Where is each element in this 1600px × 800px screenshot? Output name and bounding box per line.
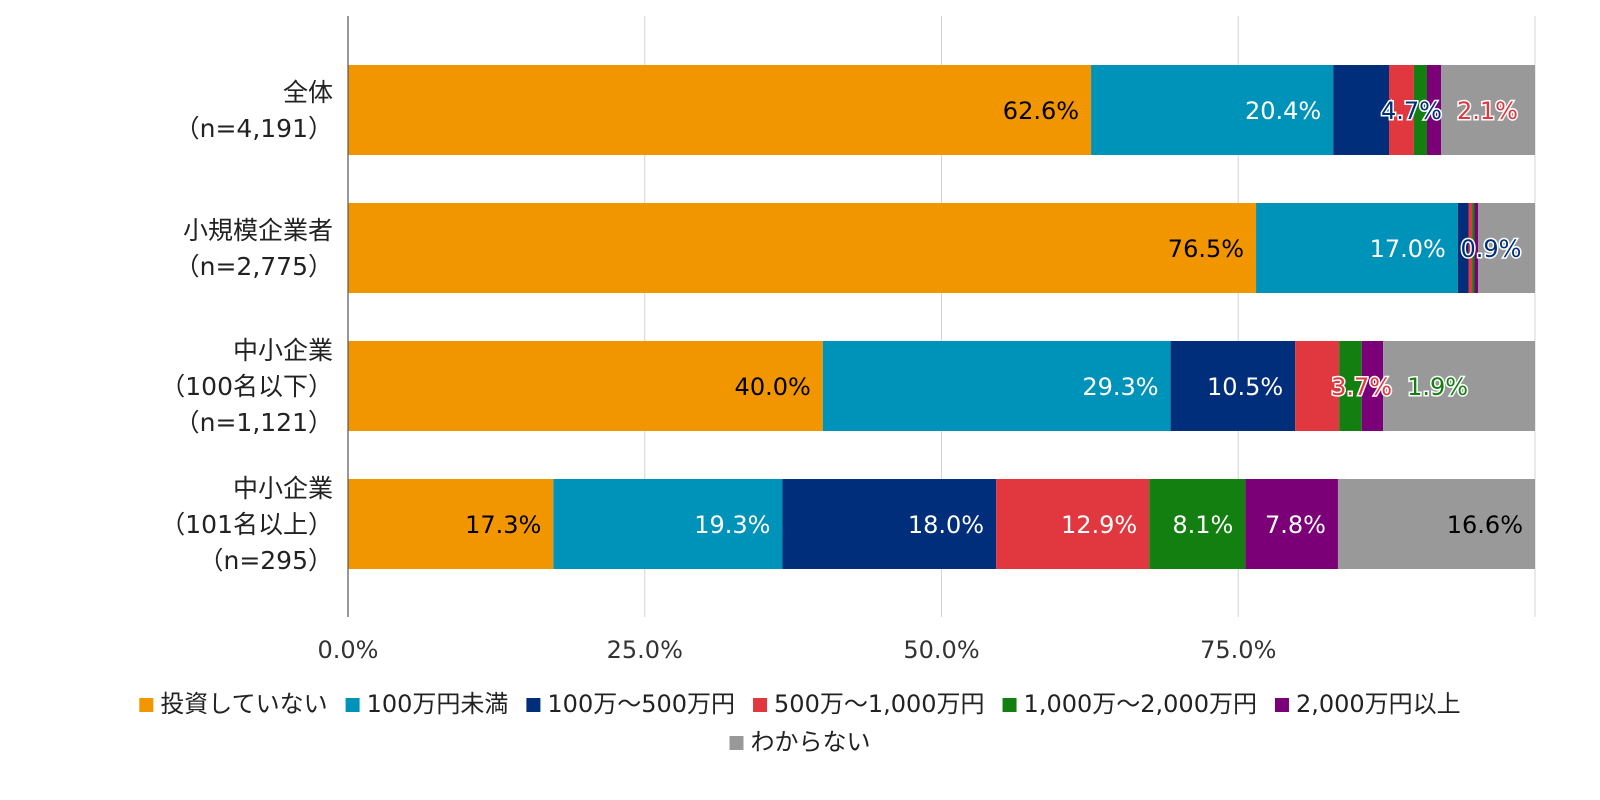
category-label: 中小企業: [233, 474, 333, 503]
x-tick-label: 75.0%: [1200, 636, 1276, 664]
data-label: 40.0%: [735, 373, 811, 401]
bar-segment: [348, 203, 1257, 293]
data-labels: 62.6% 20.4% 4.7% 2.1% 76.5% 17.0% 0.9% 40.0% 29.…: [465, 96, 1523, 540]
x-axis-ticks: 0.0% 25.0% 50.0% 75.0%: [318, 636, 1277, 664]
category-label: （n=1,121）: [175, 408, 333, 437]
legend-swatch: [139, 698, 154, 712]
legend-label: 1,000万～2,000万円: [1024, 690, 1257, 718]
legend-label: 2,000万円以上: [1296, 690, 1461, 718]
category-label: （101名以上）: [160, 510, 333, 539]
category-label: 中小企業: [233, 336, 333, 365]
legend-label: 500万～1,000万円: [774, 690, 985, 718]
category-label: 全体: [283, 78, 333, 107]
bar-segment: [1468, 203, 1473, 293]
x-tick-label: 50.0%: [903, 636, 979, 664]
legend-swatch: [526, 698, 541, 712]
data-label: 17.3%: [465, 511, 541, 539]
data-label: 8.1%: [1172, 511, 1233, 539]
bar-segment: [1478, 203, 1535, 293]
bar-segment: [1426, 65, 1442, 155]
bar-segment: [1388, 65, 1414, 155]
bar-segment: [996, 479, 1150, 569]
bar-segment: [1295, 341, 1340, 431]
bar-segment: [1457, 203, 1469, 293]
legend-label: 投資していない: [160, 690, 327, 718]
bar-segment: [348, 479, 554, 569]
legend-swatch: [729, 736, 744, 750]
legend-swatch: [1274, 698, 1289, 712]
data-label: 12.9%: [1061, 511, 1137, 539]
bar-segment: [348, 341, 823, 431]
data-label: 1.9%: [1407, 373, 1468, 401]
category-labels: 全体 （n=4,191） 小規模企業者 （n=2,775） 中小企業 （100名以下） （n…: [160, 78, 333, 575]
x-tick-label: 25.0%: [607, 636, 683, 664]
data-label: 20.4%: [1245, 97, 1321, 125]
bar-segment: [1339, 341, 1362, 431]
bar-segment: [348, 65, 1092, 155]
category-label: （100名以下）: [160, 372, 333, 401]
x-tick-label: 0.0%: [318, 636, 379, 664]
bar-segment: [1245, 479, 1338, 569]
bar-segment: [1337, 479, 1535, 569]
legend-swatch: [345, 698, 360, 712]
bar-segment: [822, 341, 1171, 431]
bar-segment: [1361, 341, 1384, 431]
data-label: 16.6%: [1447, 511, 1523, 539]
data-label: 76.5%: [1168, 235, 1244, 263]
category-label: （n=295）: [198, 546, 333, 575]
data-label: 62.6%: [1003, 97, 1079, 125]
bar-segment: [1091, 65, 1334, 155]
bar-segment: [553, 479, 783, 569]
bar-segment: [1413, 65, 1427, 155]
bar-segment: [1170, 341, 1296, 431]
bar-segment: [1441, 65, 1535, 155]
data-label: 3.7%: [1331, 373, 1392, 401]
bar-segment: [1383, 341, 1535, 431]
data-label: 10.5%: [1207, 373, 1283, 401]
data-label: 29.3%: [1082, 373, 1158, 401]
category-label: （n=4,191）: [175, 114, 333, 143]
bar-segment: [782, 479, 997, 569]
data-label: 19.3%: [694, 511, 770, 539]
data-label: 2.1%: [1457, 97, 1518, 125]
category-label: 小規模企業者: [183, 216, 333, 245]
data-label: 0.9%: [1461, 235, 1522, 263]
category-label: （n=2,775）: [175, 252, 333, 281]
legend-label: わからない: [751, 728, 871, 756]
legend-label: 100万円未満: [367, 690, 509, 718]
bar-segment: [1149, 479, 1246, 569]
bars: [348, 65, 1535, 569]
legend-swatch: [753, 698, 768, 712]
bar-segment: [1474, 203, 1479, 293]
legend-swatch: [1002, 698, 1017, 712]
bar-segment: [1256, 203, 1458, 293]
data-label: 17.0%: [1370, 235, 1446, 263]
data-label: 7.8%: [1265, 511, 1326, 539]
legend-label: 100万～500万円: [547, 690, 735, 718]
bar-segment: [1472, 203, 1475, 293]
legend: 投資していない 100万円未満 100万～500万円 500万～1,000万円 1,00…: [139, 690, 1461, 756]
data-label: 4.7%: [1381, 97, 1442, 125]
data-label: 18.0%: [908, 511, 984, 539]
bar-segment: [1333, 65, 1389, 155]
